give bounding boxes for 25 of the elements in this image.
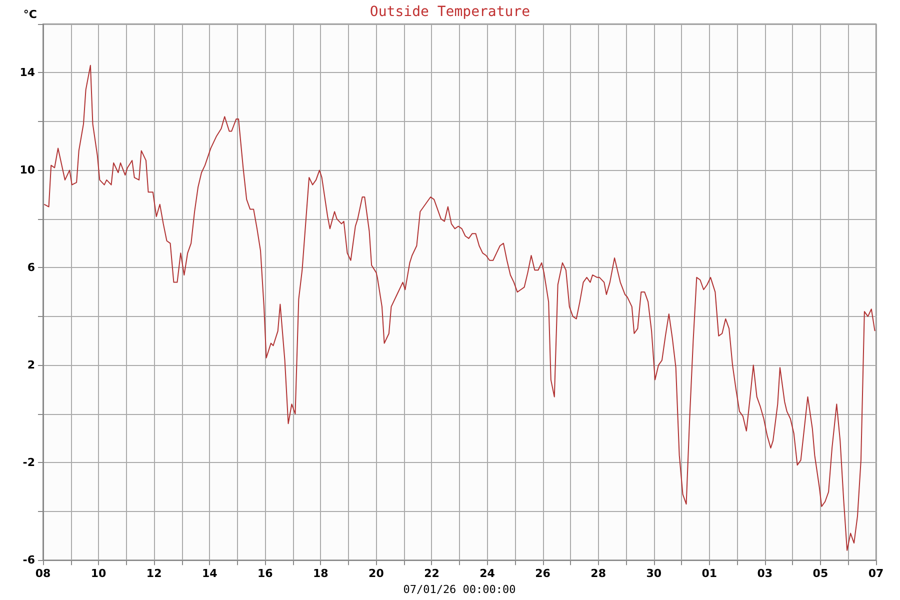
x-tick-label: 30 <box>646 567 662 580</box>
x-tick-label: 22 <box>424 567 440 580</box>
x-tick-label: 24 <box>480 567 496 580</box>
y-axis-title: °C <box>23 8 37 21</box>
x-tick-label: 12 <box>146 567 162 580</box>
y-tick-label: -6 <box>22 554 36 567</box>
y-tick-label: 2 <box>27 358 35 372</box>
y-tick-label: -2 <box>22 456 35 470</box>
x-tick-label: 01 <box>702 567 718 580</box>
x-tick-label: 07 <box>868 567 884 580</box>
x-tick-label: 28 <box>590 567 606 580</box>
x-tick-label: 08 <box>35 567 51 580</box>
x-tick-label: 16 <box>257 567 274 580</box>
chart-title: Outside Temperature <box>370 4 530 20</box>
x-tick-label: 10 <box>90 567 107 580</box>
y-tick-label: 10 <box>20 164 36 177</box>
x-tick-label: 05 <box>812 567 828 580</box>
x-tick-label: 26 <box>535 567 551 580</box>
x-tick-label: 18 <box>313 567 328 580</box>
y-tick-label: 6 <box>27 261 36 274</box>
y-tick-label: 14 <box>20 66 36 80</box>
x-tick-label: 03 <box>757 567 773 580</box>
x-tick-label: 20 <box>368 567 384 580</box>
x-axis-title: 07/01/26 00:00:00 <box>403 583 516 596</box>
x-tick-label: 14 <box>202 567 218 580</box>
